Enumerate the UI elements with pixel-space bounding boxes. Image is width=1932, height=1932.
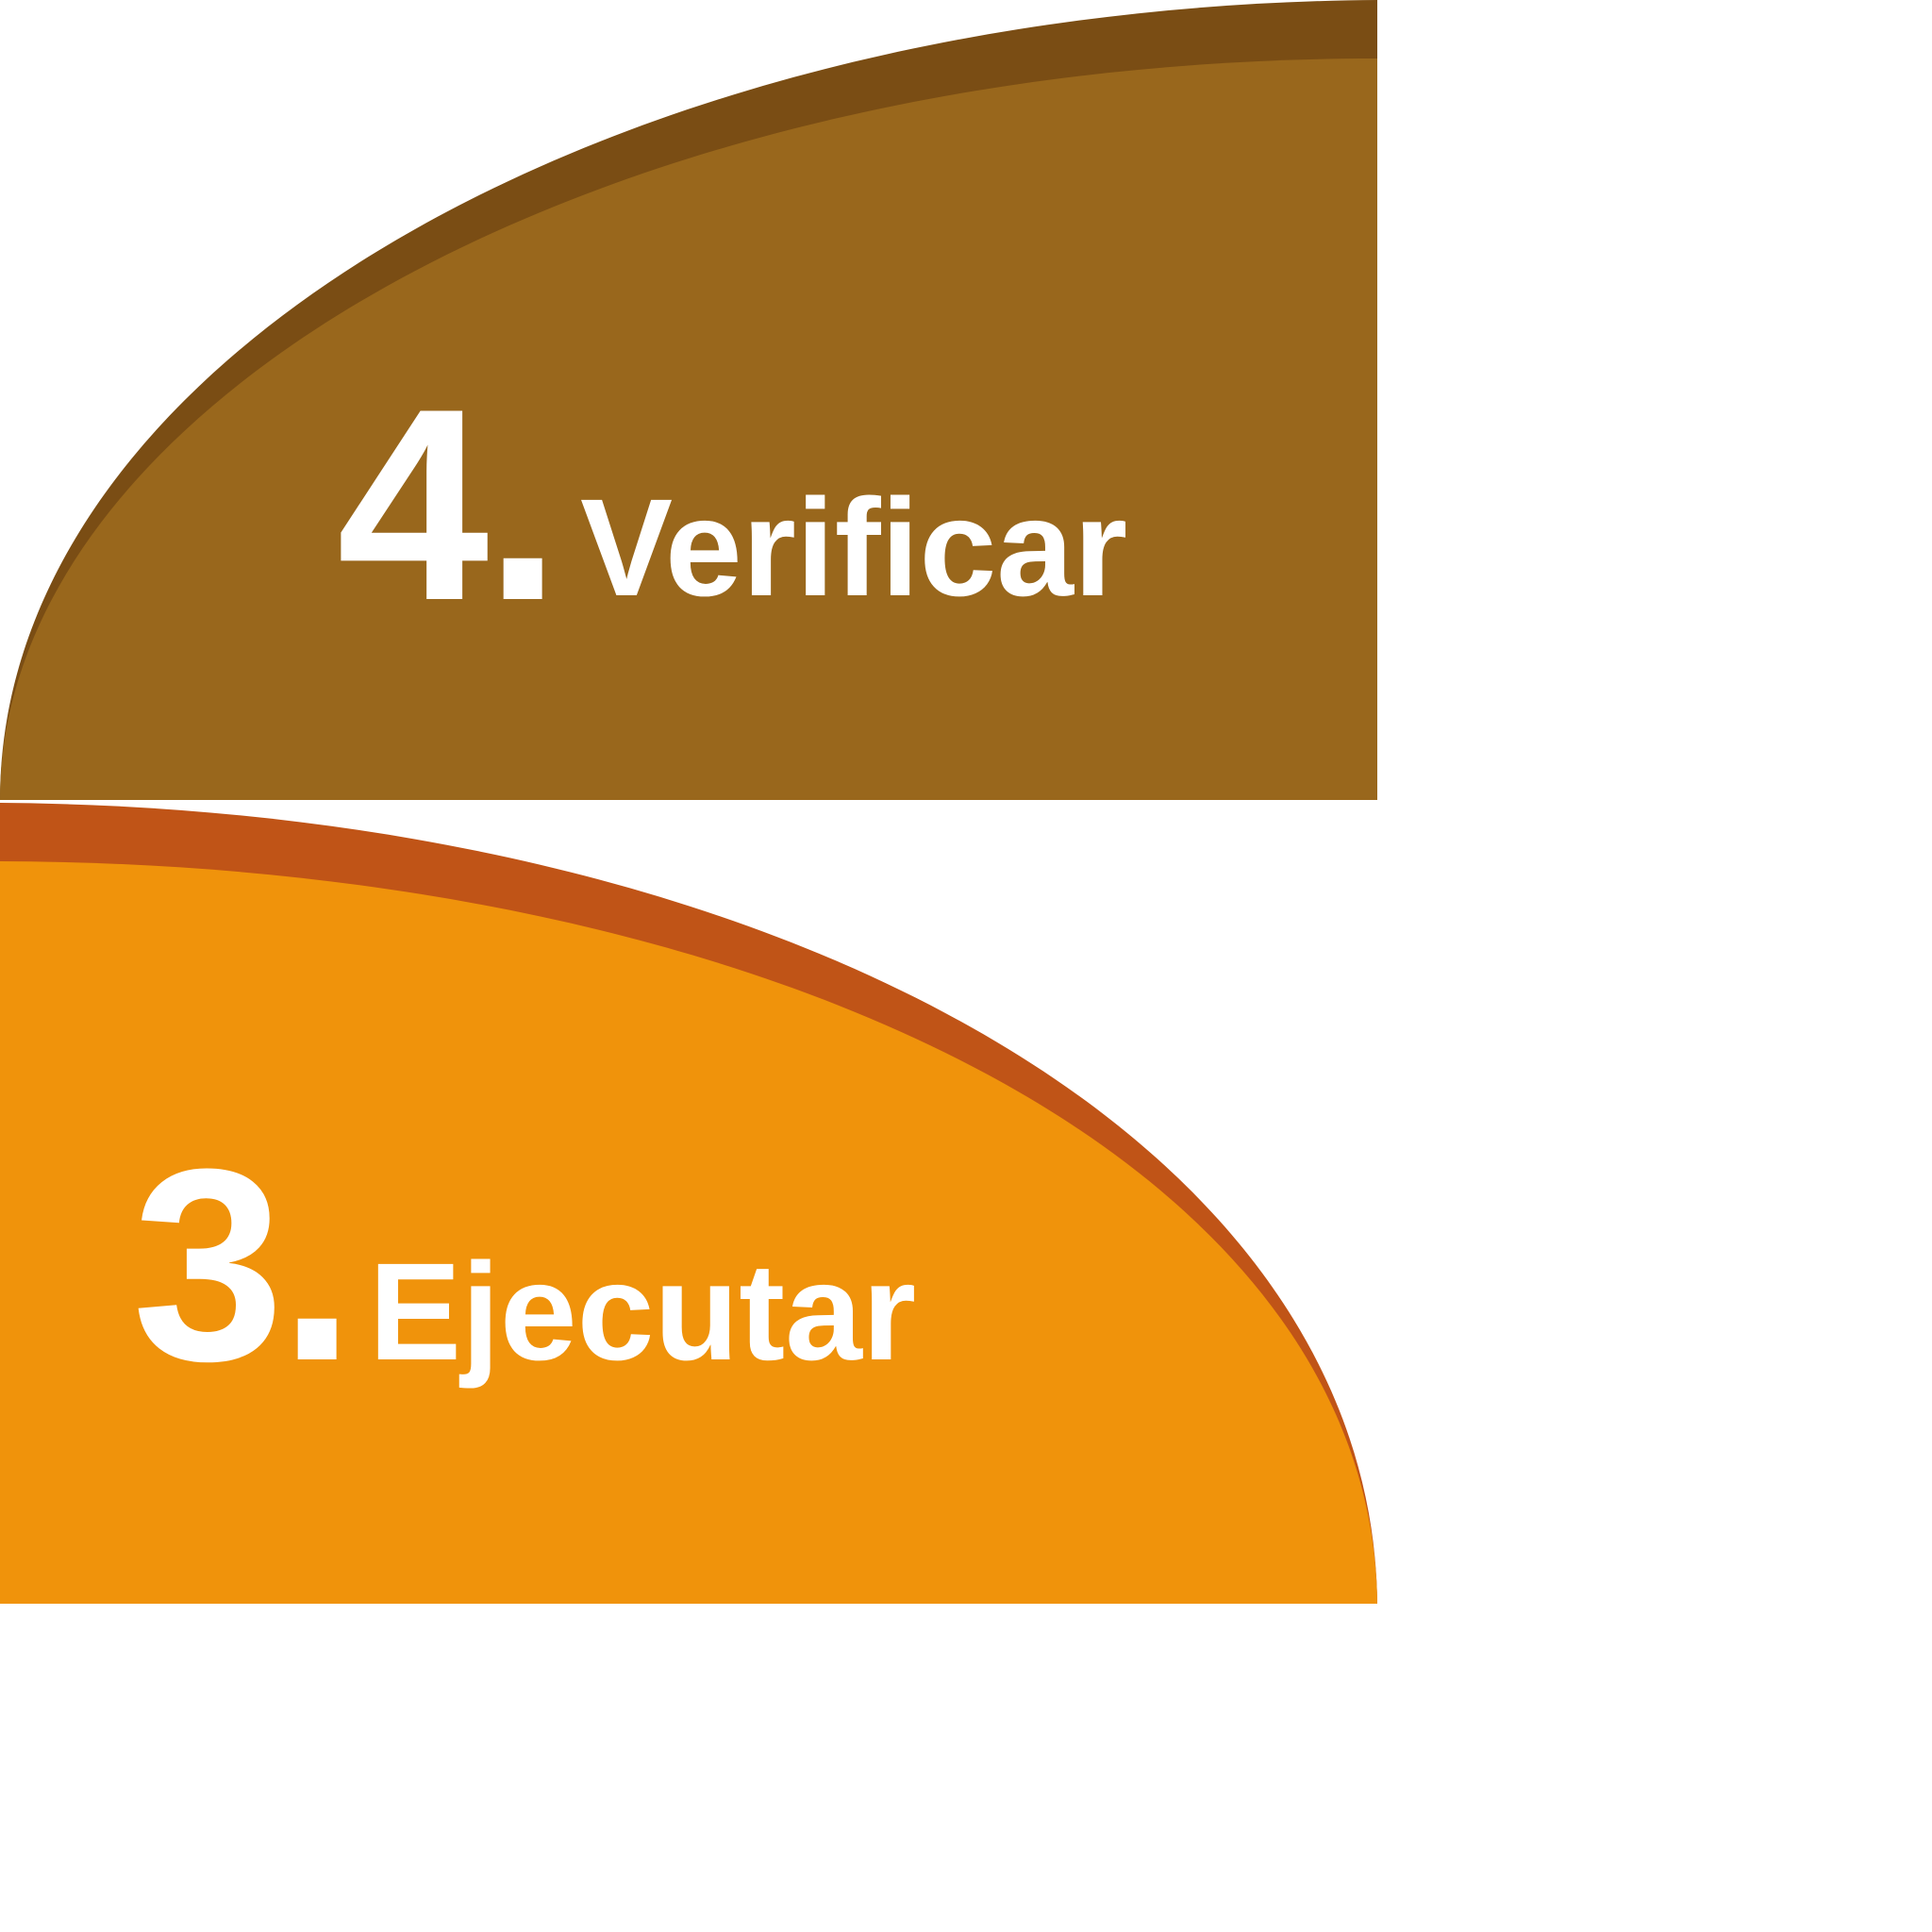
- step-3-number: 3: [132, 1112, 284, 1418]
- step-3-fill: [0, 861, 1377, 1604]
- step-4-number: 4: [337, 352, 491, 658]
- step-3-label: Ejecutar: [369, 1235, 916, 1390]
- step-3-segment: 3 . Ejecutar: [0, 803, 1377, 1604]
- step-4-dot: .: [485, 352, 561, 658]
- step-4-segment: 4 . Verificar: [0, 0, 1377, 800]
- step-3-dot: .: [279, 1112, 356, 1418]
- step-4-label: Verificar: [580, 471, 1127, 625]
- step-4-fill: [0, 58, 1377, 800]
